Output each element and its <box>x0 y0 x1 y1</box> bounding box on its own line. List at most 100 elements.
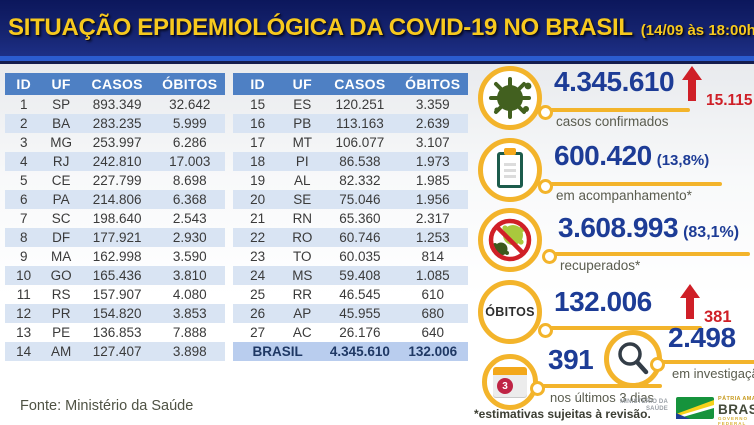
table-cell: 120.251 <box>335 97 385 112</box>
table-row: 5 CE 227.799 8.698 <box>5 171 225 190</box>
table-header-row: ID UF CASOS ÓBITOS <box>5 73 225 95</box>
table-cell: 2.930 <box>154 228 225 247</box>
brazil-flag-icon <box>676 397 714 424</box>
table-cell: 86.538 <box>322 152 398 171</box>
clipboard-icon <box>478 138 542 202</box>
stat-value: 3.608.993 (83,1%) <box>558 212 739 244</box>
no-virus-icon <box>478 208 542 272</box>
table-cell: 45.955 <box>322 304 398 323</box>
table-cell: 3.898 <box>154 342 225 361</box>
table-row: 12 PR 154.820 3.853 <box>5 304 225 323</box>
table-cell: RS <box>51 287 71 302</box>
table-cell: 640 <box>421 325 444 340</box>
table-row: 3 MG 253.997 6.286 <box>5 133 225 152</box>
col-header-uf: UF <box>42 73 80 95</box>
table-cell: 165.436 <box>79 266 155 285</box>
stat-em-acompanhamento: 600.420 (13,8%) em acompanhamento* <box>478 134 754 206</box>
table-cell: 46.545 <box>339 287 381 302</box>
stat-number: 600.420 <box>554 140 652 171</box>
table-cell: 18 <box>233 152 283 171</box>
col-header-obitos: ÓBITOS <box>397 73 468 95</box>
stat-percent: (83,1%) <box>683 224 740 241</box>
table-cell: 2.317 <box>415 211 450 226</box>
ministry-label: MINISTÉRIO DA SAÚDE <box>604 399 668 413</box>
total-row: BRASIL 4.345.610 132.006 <box>233 342 468 361</box>
table-row: 22 RO 60.746 1.253 <box>233 228 468 247</box>
table-cell: 20 <box>233 190 283 209</box>
table-cell: 4 <box>5 152 43 171</box>
stat-ultimos-3-dias: 3 391 nos últimos 3 dias <box>478 342 678 414</box>
table-cell: 25 <box>250 287 266 302</box>
table-cell: RO <box>282 228 323 247</box>
table-cell: 15 <box>250 97 266 112</box>
table-cell: 3 <box>19 135 28 150</box>
table-cell: 127.407 <box>79 342 155 361</box>
table-cell: 11 <box>16 287 31 302</box>
stat-obitos: ÓBITOS 132.006 381 <box>478 274 754 346</box>
table-row: 2 BA 283.235 5.999 <box>5 114 225 133</box>
table-row: 15 ES 120.251 3.359 <box>233 95 468 114</box>
table-cell: SP <box>52 97 71 112</box>
table-row: 16 PB 113.163 2.639 <box>233 114 468 133</box>
table-cell: MT <box>292 135 313 150</box>
table-row: 6 PA 214.806 6.368 <box>5 190 225 209</box>
table-cell: 17.003 <box>154 152 225 171</box>
table-cell: 610 <box>421 287 444 302</box>
up-arrow-icon <box>680 284 700 319</box>
table-cell: 8.698 <box>172 173 207 188</box>
total-label: BRASIL <box>233 342 323 361</box>
table-cell: 1.973 <box>397 152 468 171</box>
table-cell: 242.810 <box>79 152 155 171</box>
table-cell: 253.997 <box>92 135 142 150</box>
table-cell: 22 <box>233 228 283 247</box>
table-row: 9 MA 162.998 3.590 <box>5 247 225 266</box>
col-header-casos: CASOS <box>79 73 155 95</box>
table-cell: 814 <box>421 249 444 264</box>
table-row: 19 AL 82.332 1.985 <box>233 171 468 190</box>
table-cell: 157.907 <box>92 287 142 302</box>
table-cell: 16 <box>233 114 283 133</box>
stat-value: 2.498 <box>668 322 736 353</box>
table-cell: 1.985 <box>415 173 450 188</box>
title-bar-edge <box>0 56 754 61</box>
table-cell: 26 <box>233 304 283 323</box>
stat-em-investigacao: 2.498 em investigação <box>604 320 754 390</box>
table-cell: 680 <box>397 304 468 323</box>
table-cell: AP <box>282 304 323 323</box>
table-row: 18 PI 86.538 1.973 <box>233 152 468 171</box>
stat-underline <box>538 179 722 194</box>
table-cell: 1.085 <box>397 266 468 285</box>
table-cell: 27 <box>250 325 266 340</box>
table-cell: 2.543 <box>172 211 207 226</box>
title-bar-shadow <box>0 61 754 64</box>
table-cell: 3.107 <box>415 135 450 150</box>
table-cell: 3.853 <box>154 304 225 323</box>
table-row: 17 MT 106.077 3.107 <box>233 133 468 152</box>
table-cell: 32.642 <box>169 97 211 112</box>
stat-label: recuperados* <box>560 258 641 273</box>
table-cell: 82.332 <box>339 173 381 188</box>
col-header-id: ID <box>233 73 283 95</box>
col-header-obitos: ÓBITOS <box>154 73 225 95</box>
table-row: 21 RN 65.360 2.317 <box>233 209 468 228</box>
col-header-casos: CASOS <box>322 73 398 95</box>
table-cell: 4.080 <box>172 287 207 302</box>
table-cell: DF <box>42 228 80 247</box>
table-cell: 2 <box>5 114 43 133</box>
table-cell: 1 <box>19 97 28 112</box>
calendar-icon: 3 <box>482 354 538 410</box>
table-cell: 1.253 <box>397 228 468 247</box>
table-row: 10 GO 165.436 3.810 <box>5 266 225 285</box>
footnote-text: *estimativas sujeitas à revisão. <box>474 407 651 421</box>
table-cell: MS <box>282 266 323 285</box>
table-cell: AL <box>294 173 311 188</box>
table-cell: MA <box>50 249 72 264</box>
title-bar: SITUAÇÃO EPIDEMIOLÓGICA DA COVID-19 NO B… <box>0 0 754 56</box>
table-cell: PA <box>42 190 80 209</box>
table-cell: 21 <box>250 211 266 226</box>
table-cell: 893.349 <box>92 97 142 112</box>
table-cell: GO <box>42 266 80 285</box>
table-cell: TO <box>293 249 312 264</box>
table-cell: 3.590 <box>172 249 207 264</box>
